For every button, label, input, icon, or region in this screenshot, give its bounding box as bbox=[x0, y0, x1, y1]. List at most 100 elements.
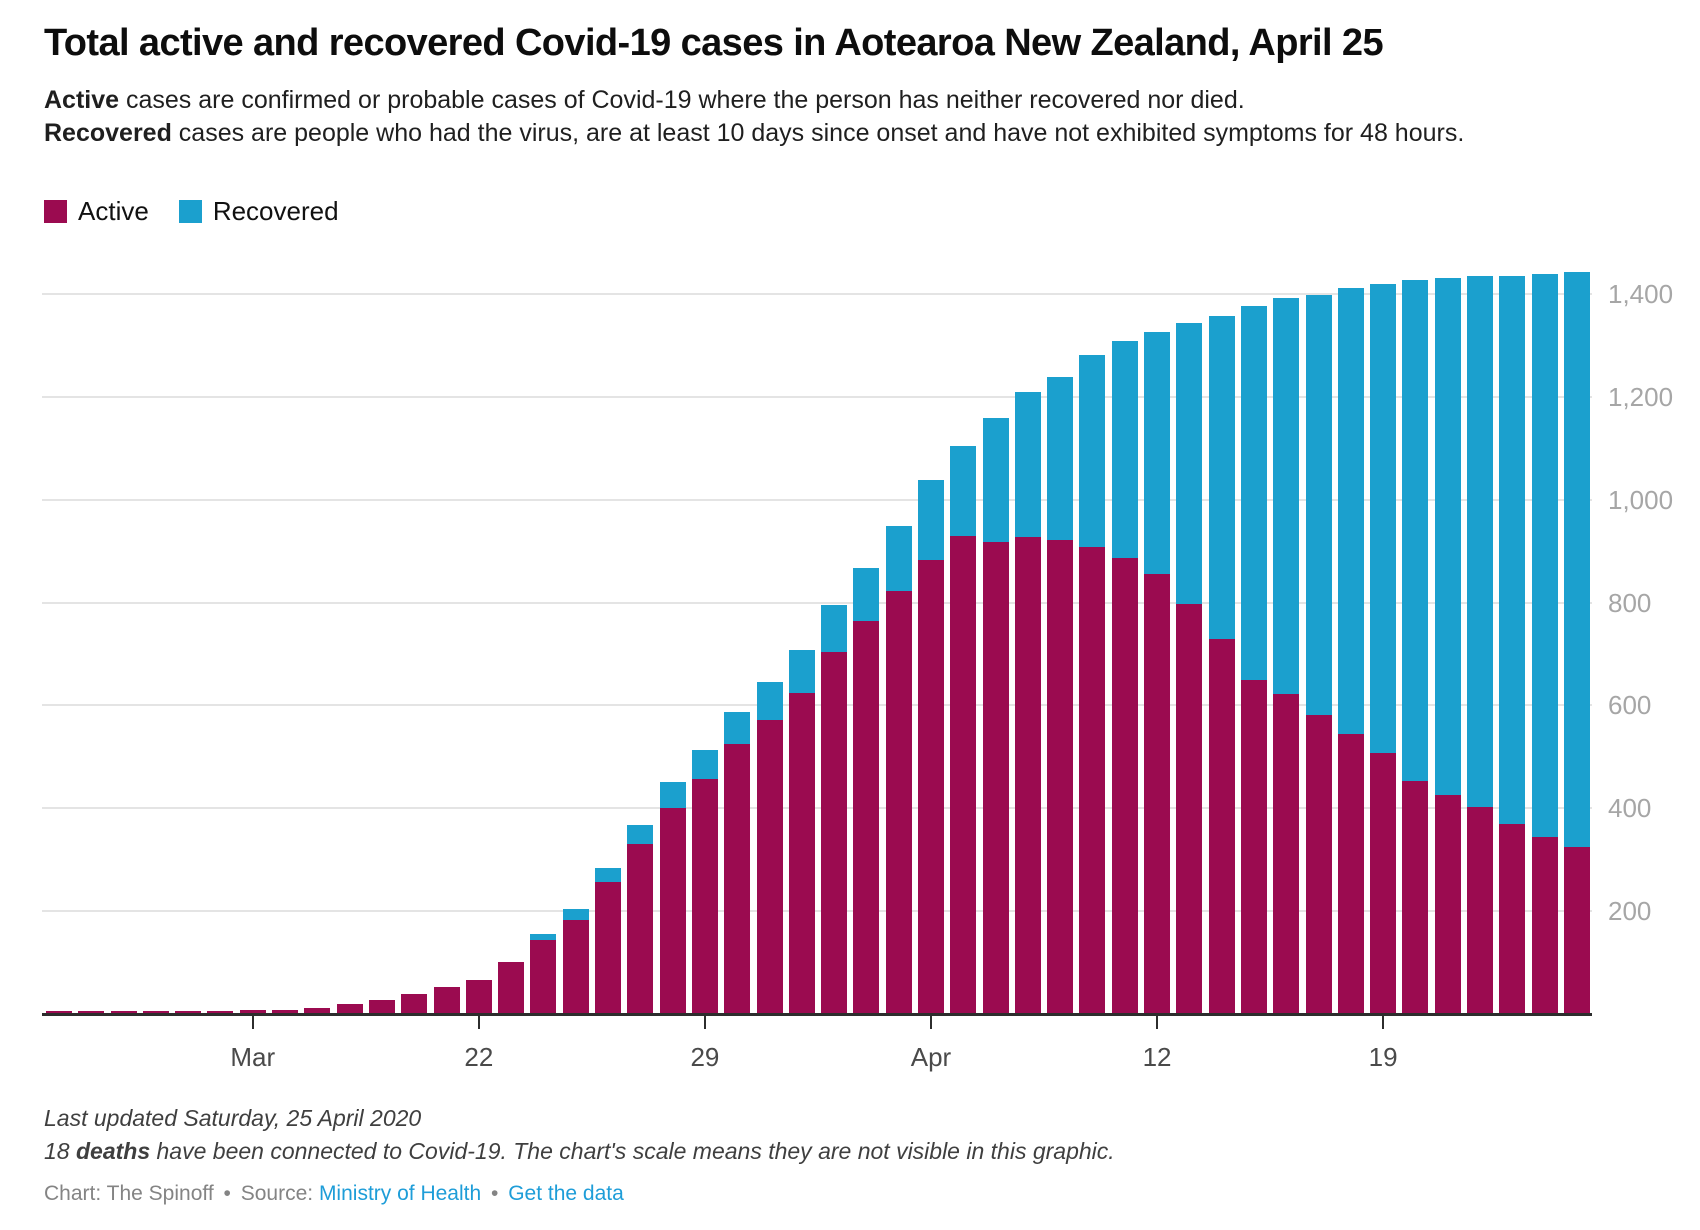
bar-recovered-16-apr bbox=[1273, 298, 1300, 695]
bar-recovered-25-mar bbox=[562, 908, 589, 920]
gridline-1400 bbox=[42, 292, 1592, 295]
bar-active-5-apr bbox=[917, 560, 944, 1014]
bar-active-19-mar bbox=[368, 999, 395, 1014]
x-axis-label-apr: Apr bbox=[910, 1042, 952, 1072]
bar-active-24-apr bbox=[1531, 837, 1558, 1014]
bar-active-17-apr bbox=[1305, 714, 1332, 1014]
bar-active-8-apr bbox=[1014, 537, 1041, 1014]
bar-recovered-1-apr bbox=[788, 650, 815, 693]
bar-recovered-10-apr bbox=[1079, 355, 1106, 547]
bar-active-2-apr bbox=[821, 651, 848, 1014]
credit-line: Chart: The Spinoff • Source: Ministry of… bbox=[44, 1182, 1115, 1206]
y-axis-label-1400: 1,400 bbox=[1608, 278, 1674, 309]
bar-active-13-mar bbox=[175, 1011, 202, 1014]
bar-active-11-apr bbox=[1111, 558, 1138, 1014]
bar-recovered-17-apr bbox=[1305, 295, 1332, 715]
deaths-note-pre: 18 bbox=[44, 1138, 76, 1164]
bar-active-16-apr bbox=[1273, 694, 1300, 1014]
y-axis-label-400: 400 bbox=[1608, 793, 1652, 824]
description-line-recovered: Recovered cases are people who had the v… bbox=[44, 117, 1464, 150]
x-axis-label-22: 22 bbox=[464, 1042, 494, 1072]
bar-recovered-18-apr bbox=[1337, 288, 1364, 735]
bar-recovered-29-mar bbox=[691, 750, 718, 779]
bar-recovered-9-apr bbox=[1047, 377, 1074, 541]
legend-label-active: Active bbox=[78, 196, 149, 226]
bar-active-15-mar bbox=[239, 1009, 266, 1014]
bar-active-10-mar bbox=[78, 1011, 105, 1014]
description-bold-recovered: Recovered bbox=[44, 119, 172, 147]
x-axis-label-12: 12 bbox=[1142, 1042, 1172, 1072]
bar-active-9-apr bbox=[1047, 540, 1074, 1014]
deaths-note-bold: deaths bbox=[75, 1138, 151, 1164]
gridline-400 bbox=[42, 807, 1592, 810]
bar-active-25-apr bbox=[1563, 846, 1590, 1014]
legend-label-recovered: Recovered bbox=[212, 196, 339, 226]
bar-active-21-apr bbox=[1434, 794, 1461, 1014]
bar-active-4-apr bbox=[885, 591, 912, 1014]
bar-active-20-mar bbox=[401, 993, 428, 1014]
bar-recovered-26-mar bbox=[595, 868, 622, 883]
x-axis-label-29: 29 bbox=[690, 1042, 720, 1072]
bar-recovered-22-apr bbox=[1467, 276, 1494, 807]
chart-description: Active cases are confirmed or probable c… bbox=[44, 84, 1464, 150]
bar-recovered-13-apr bbox=[1176, 322, 1203, 604]
source-link[interactable]: Ministry of Health bbox=[318, 1182, 482, 1205]
gridline-800 bbox=[42, 601, 1592, 604]
bar-recovered-20-apr bbox=[1402, 279, 1429, 781]
bar-active-17-mar bbox=[304, 1007, 331, 1014]
bar-recovered-28-mar bbox=[659, 782, 686, 808]
bar-active-27-mar bbox=[627, 843, 654, 1014]
y-axis-label-600: 600 bbox=[1608, 690, 1652, 721]
bar-active-15-apr bbox=[1240, 680, 1267, 1014]
gridline-600 bbox=[42, 704, 1592, 707]
bar-active-24-mar bbox=[530, 940, 557, 1014]
bar-active-28-mar bbox=[659, 807, 686, 1014]
bar-active-30-mar bbox=[724, 743, 751, 1014]
bar-active-6-apr bbox=[950, 536, 977, 1014]
x-tick-12 bbox=[1156, 1016, 1159, 1029]
bar-active-10-apr bbox=[1079, 547, 1106, 1014]
bar-active-21-mar bbox=[433, 987, 460, 1014]
bar-active-20-apr bbox=[1402, 780, 1429, 1014]
bar-recovered-4-apr bbox=[885, 525, 912, 592]
gridline-200 bbox=[42, 910, 1592, 913]
gridline-1200 bbox=[42, 395, 1592, 398]
bar-active-23-mar bbox=[498, 961, 525, 1014]
description-rest-recovered: cases are people who had the virus, are … bbox=[171, 119, 1465, 147]
bar-recovered-12-apr bbox=[1144, 332, 1171, 575]
bar-recovered-11-apr bbox=[1111, 341, 1138, 559]
bar-active-11-mar bbox=[110, 1011, 137, 1014]
bar-active-14-apr bbox=[1208, 639, 1235, 1014]
x-tick-apr bbox=[929, 1016, 932, 1029]
legend-swatch-recovered-icon bbox=[178, 200, 202, 223]
chart-footer: Last updated Saturday, 25 April 2020 18 … bbox=[44, 1102, 1115, 1206]
get-data-link[interactable]: Get the data bbox=[508, 1182, 624, 1205]
chart-plot-area: 200 400 600 800 1,000 1,200 1,400 Mar 22 29 Apr 12 1… bbox=[0, 240, 1700, 1090]
bar-active-26-mar bbox=[595, 882, 622, 1014]
x-axis-label-mar: Mar bbox=[230, 1042, 276, 1072]
bar-recovered-7-apr bbox=[982, 417, 1009, 542]
bar-active-29-mar bbox=[691, 778, 718, 1014]
bar-active-25-mar bbox=[562, 919, 589, 1014]
bar-active-13-apr bbox=[1176, 603, 1203, 1014]
bar-active-1-apr bbox=[788, 692, 815, 1014]
x-tick-19 bbox=[1382, 1016, 1385, 1029]
y-axis-label-1000: 1,000 bbox=[1608, 484, 1674, 515]
bar-recovered-3-apr bbox=[853, 568, 880, 622]
bar-recovered-2-apr bbox=[821, 604, 848, 652]
bar-active-16-mar bbox=[272, 1009, 299, 1014]
description-rest-active: cases are confirmed or probable cases of… bbox=[119, 86, 1245, 114]
bar-recovered-14-apr bbox=[1208, 316, 1235, 640]
gridline-1000 bbox=[42, 498, 1592, 501]
bar-recovered-25-apr bbox=[1563, 271, 1590, 847]
bar-active-12-mar bbox=[142, 1011, 169, 1014]
bar-active-14-mar bbox=[207, 1010, 234, 1014]
x-tick-mar bbox=[251, 1016, 254, 1029]
y-axis-label-800: 800 bbox=[1608, 587, 1652, 618]
description-bold-active: Active bbox=[44, 86, 120, 114]
bar-recovered-15-apr bbox=[1240, 305, 1267, 681]
last-updated-text: Last updated Saturday, 25 April 2020 bbox=[44, 1105, 422, 1131]
y-axis-label-1200: 1,200 bbox=[1608, 381, 1674, 412]
legend: Active Recovered bbox=[44, 196, 369, 227]
